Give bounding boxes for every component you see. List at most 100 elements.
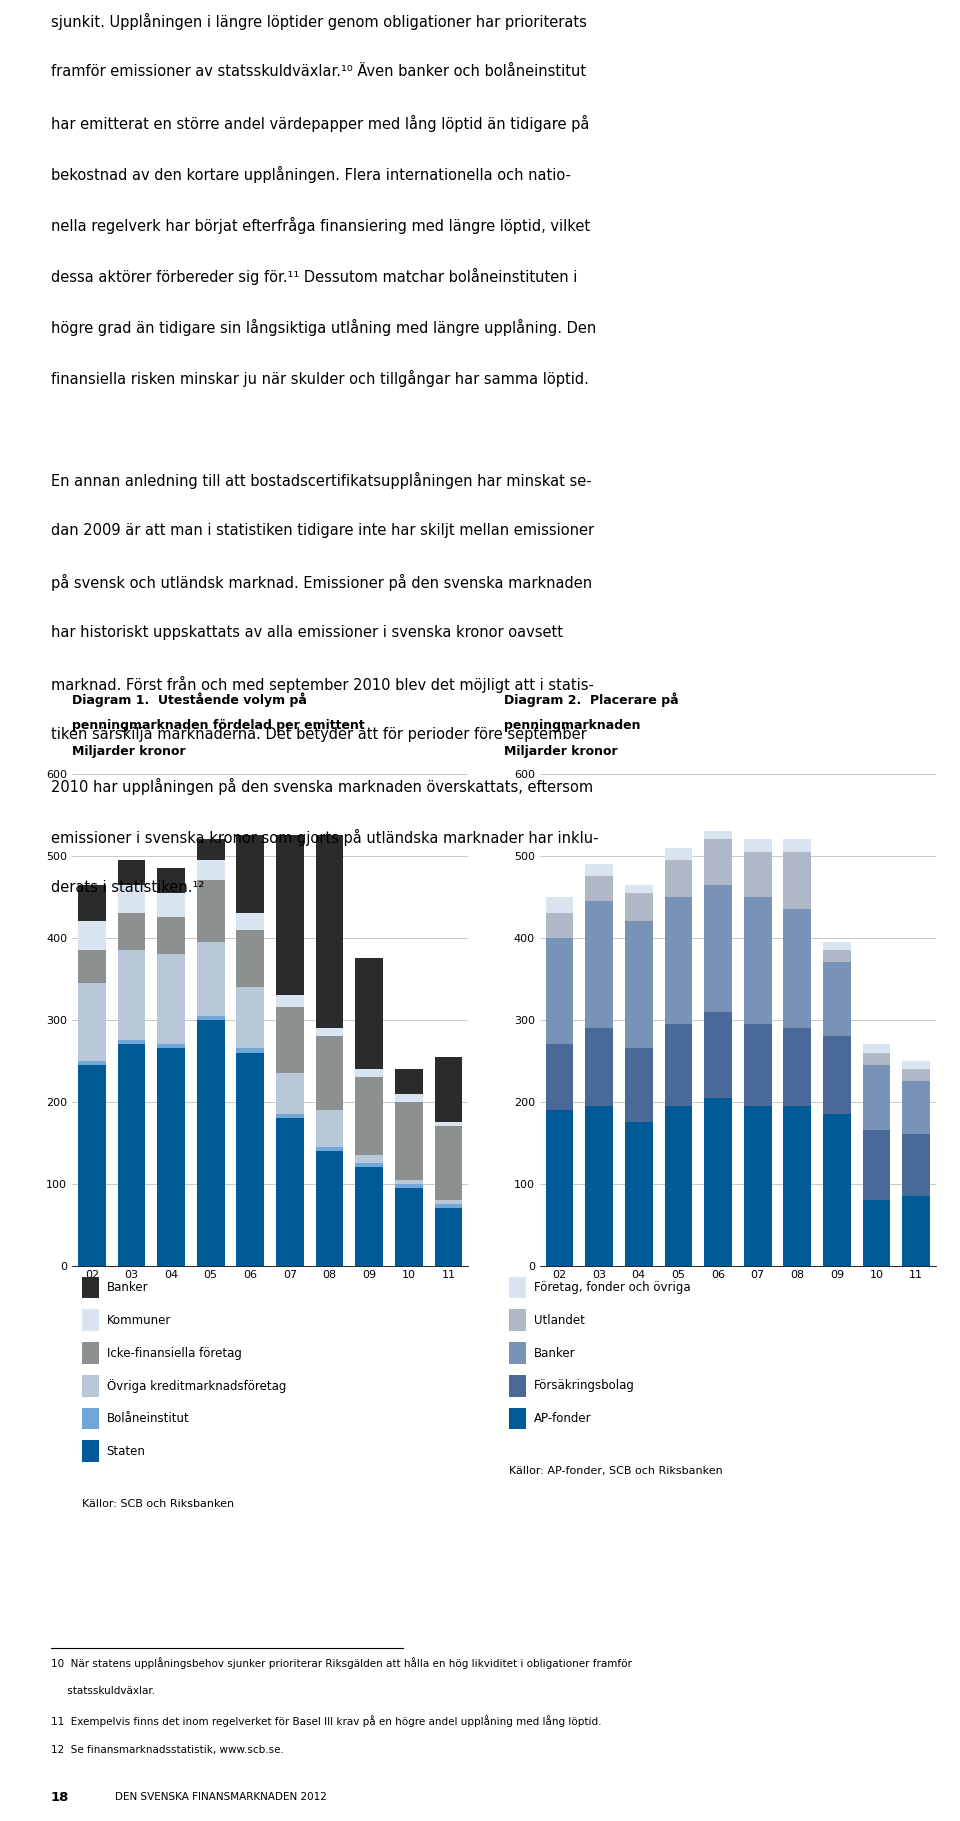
Bar — [117, 860, 145, 885]
Bar — [704, 1098, 732, 1266]
Bar — [704, 885, 732, 1012]
Bar — [276, 1073, 304, 1114]
Text: framför emissioner av statsskuldväxlar.¹⁰ Även banker och bolåneinstitut: framför emissioner av statsskuldväxlar.¹… — [51, 64, 586, 78]
Text: dan 2009 är att man i statistiken tidigare inte har skiljt mellan emissioner: dan 2009 är att man i statistiken tidiga… — [51, 523, 594, 537]
Text: bekostnad av den kortare upplåningen. Flera internationella och natio-: bekostnad av den kortare upplåningen. Fl… — [51, 166, 571, 182]
Bar — [236, 1053, 264, 1266]
Bar — [78, 1060, 106, 1065]
Bar — [355, 1164, 383, 1167]
Bar — [823, 1114, 851, 1266]
Bar — [316, 836, 344, 1027]
Text: Källor: SCB och Riksbanken: Källor: SCB och Riksbanken — [82, 1499, 233, 1508]
Bar — [783, 1027, 811, 1105]
Bar — [117, 885, 145, 914]
Bar — [664, 1105, 692, 1266]
Bar — [276, 1118, 304, 1266]
Text: Kommuner: Kommuner — [107, 1313, 171, 1328]
Bar — [395, 1102, 422, 1180]
Bar — [625, 1122, 653, 1266]
Bar — [744, 839, 772, 852]
Bar — [395, 1184, 422, 1187]
Bar — [157, 1049, 185, 1266]
Bar — [157, 892, 185, 918]
Bar — [783, 852, 811, 909]
Text: derats i statistiken.¹²: derats i statistiken.¹² — [51, 880, 204, 894]
Bar — [117, 914, 145, 951]
Bar — [704, 839, 732, 885]
Bar — [744, 898, 772, 1023]
Text: Övriga kreditmarknadsföretag: Övriga kreditmarknadsföretag — [107, 1378, 286, 1393]
Bar — [435, 1125, 463, 1200]
Bar — [78, 1065, 106, 1266]
Bar — [823, 951, 851, 963]
Text: 12  Se finansmarknadsstatistik, www.scb.se.: 12 Se finansmarknadsstatistik, www.scb.s… — [51, 1745, 284, 1754]
Text: finansiella risken minskar ju när skulder och tillgångar har samma löptid.: finansiella risken minskar ju när skulde… — [51, 370, 588, 386]
Bar — [545, 914, 573, 938]
Text: har historiskt uppskattats av alla emissioner i svenska kronor oavsett: har historiskt uppskattats av alla emiss… — [51, 625, 563, 639]
Bar — [625, 1049, 653, 1122]
Text: penningmarknaden: penningmarknaden — [504, 719, 640, 732]
Bar — [355, 1167, 383, 1266]
Bar — [435, 1200, 463, 1204]
Bar — [316, 1151, 344, 1266]
Text: Banker: Banker — [107, 1280, 148, 1295]
Bar — [823, 941, 851, 951]
Bar — [197, 1016, 225, 1020]
Text: dessa aktörer förbereder sig för.¹¹ Dessutom matchar bolåneinstituten i: dessa aktörer förbereder sig för.¹¹ Dess… — [51, 268, 577, 284]
Bar — [664, 860, 692, 898]
Text: marknad. Först från och med september 2010 blev det möjligt att i statis-: marknad. Först från och med september 20… — [51, 676, 593, 692]
Bar — [863, 1045, 891, 1053]
Bar — [435, 1056, 463, 1122]
Bar — [78, 951, 106, 983]
Bar — [863, 1200, 891, 1266]
Bar — [276, 996, 304, 1007]
Bar — [395, 1187, 422, 1266]
Bar — [236, 931, 264, 987]
Text: emissioner i svenska kronor som gjorts på utländska marknader har inklu-: emissioner i svenska kronor som gjorts p… — [51, 829, 598, 845]
Bar — [435, 1209, 463, 1266]
Bar — [744, 1023, 772, 1105]
Bar — [545, 1111, 573, 1266]
Bar — [157, 954, 185, 1045]
Text: Försäkringsbolag: Försäkringsbolag — [534, 1378, 635, 1393]
Bar — [276, 1007, 304, 1073]
Text: sjunkit. Upplåningen i längre löptider genom obligationer har prioriterats: sjunkit. Upplåningen i längre löptider g… — [51, 13, 587, 29]
Bar — [197, 1020, 225, 1266]
Bar — [435, 1122, 463, 1125]
Text: AP-fonder: AP-fonder — [534, 1411, 591, 1426]
Bar — [157, 1045, 185, 1049]
Bar — [197, 941, 225, 1016]
Bar — [545, 938, 573, 1045]
Bar — [902, 1196, 930, 1266]
Text: högre grad än tidigare sin långsiktiga utlåning med längre upplåning. Den: högre grad än tidigare sin långsiktiga u… — [51, 319, 596, 335]
Text: Staten: Staten — [107, 1444, 145, 1459]
Text: Miljarder kronor: Miljarder kronor — [72, 745, 185, 758]
Bar — [197, 839, 225, 860]
Text: 18: 18 — [51, 1790, 69, 1805]
Bar — [783, 909, 811, 1027]
Text: 11  Exempelvis finns det inom regelverket för Basel III krav på en högre andel u: 11 Exempelvis finns det inom regelverket… — [51, 1715, 601, 1728]
Text: DEN SVENSKA FINANSMARKNADEN 2012: DEN SVENSKA FINANSMARKNADEN 2012 — [115, 1792, 327, 1803]
Bar — [197, 860, 225, 881]
Text: En annan anledning till att bostadscertifikatsupplåningen har minskat se-: En annan anledning till att bostadscerti… — [51, 472, 591, 488]
Bar — [395, 1093, 422, 1102]
Bar — [902, 1134, 930, 1196]
Bar — [664, 1023, 692, 1105]
Bar — [78, 885, 106, 921]
Text: Diagram 2.  Placerare på: Diagram 2. Placerare på — [504, 692, 679, 707]
Text: Miljarder kronor: Miljarder kronor — [504, 745, 617, 758]
Bar — [902, 1082, 930, 1134]
Text: 10  När statens upplåningsbehov sjunker prioriterar Riksgälden att hålla en hög : 10 När statens upplåningsbehov sjunker p… — [51, 1657, 632, 1670]
Bar — [236, 914, 264, 931]
Bar — [902, 1060, 930, 1069]
Bar — [355, 1155, 383, 1164]
Text: Företag, fonder och övriga: Företag, fonder och övriga — [534, 1280, 690, 1295]
Bar — [625, 885, 653, 892]
Bar — [395, 1180, 422, 1184]
Bar — [355, 958, 383, 1069]
Bar — [276, 1114, 304, 1118]
Bar — [197, 881, 225, 941]
Bar — [236, 836, 264, 914]
Text: nella regelverk har börjat efterfråga finansiering med längre löptid, vilket: nella regelverk har börjat efterfråga fi… — [51, 217, 590, 233]
Text: tiken särskilja marknaderna. Det betyder att för perioder före september: tiken särskilja marknaderna. Det betyder… — [51, 727, 587, 741]
